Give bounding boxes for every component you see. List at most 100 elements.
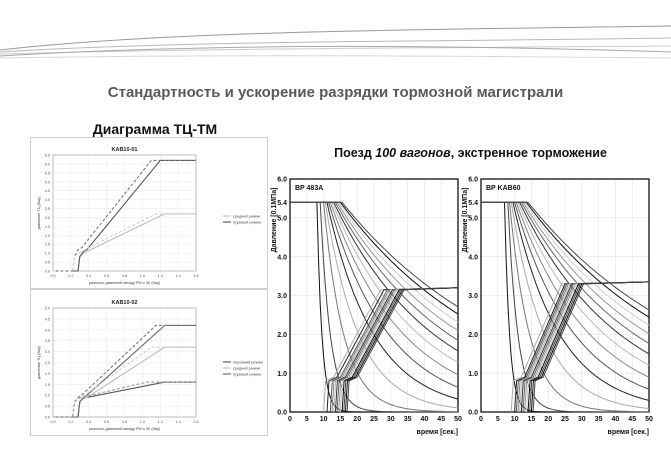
y-tick-label: 3.0 (45, 350, 50, 354)
y-tick-label: 2.5 (45, 361, 50, 365)
series-label-box (293, 182, 331, 193)
x-tick-label: 1.2 (158, 420, 163, 424)
x-tick-label: 50 (454, 416, 462, 423)
legend-label: грузовой режим (233, 372, 261, 376)
chart-kab10-01: KAB10-01 0.0 0.5 1.0 1.5 2.0 2.5 3.0 3.5 4.0 4.5 5.… (37, 147, 261, 285)
pipe-pressure-curve (481, 201, 649, 413)
y-tick-label: 3.0 (45, 216, 50, 220)
panel-kab10-02: KAB10-02 0.0 0.5 1.0 1.5 2.0 2.5 3.0 3.5 4.0 4.5 5.… (30, 289, 268, 436)
pipe-pressure-curve (481, 201, 650, 409)
x-tick-label: 0.0 (50, 420, 55, 424)
chart-bpkab60: 0.0 1.0 2.0 3.0 4.0 5.0 6.0 5.4 0 5 10 15 20 25 30 35 40… (462, 177, 653, 436)
y-axis-label: Давление [0.1МПа] (462, 188, 469, 253)
y-tick-label: 4.0 (277, 254, 287, 261)
x-axis-label: время [сек.] (417, 429, 458, 436)
x-tick-label: 20 (353, 416, 361, 423)
train-title-suffix: , экстренное торможение (450, 146, 607, 160)
y-tick-label: 5.0 (277, 215, 287, 222)
pipe-pressure-curve (481, 201, 650, 344)
y-tick-label: 1.5 (45, 383, 50, 387)
chart-title: KAB10-01 (112, 147, 138, 153)
x-tick-label: 45 (628, 416, 636, 423)
cylinder-pressure-curve (532, 281, 650, 413)
x-tick-label: 1.6 (193, 274, 198, 278)
x-tick-label: 30 (387, 416, 395, 423)
x-tick-label: 0.6 (104, 420, 109, 424)
y-tick-label: 2.0 (277, 332, 287, 339)
chart-title: BP 483A (295, 185, 323, 192)
pipe-pressure-curve (481, 201, 650, 390)
cylinder-pressure-curve (333, 287, 459, 413)
x-tick-label: 35 (404, 416, 412, 423)
x-tick-label: 20 (544, 416, 552, 423)
pipe-pressure-curve (290, 201, 459, 388)
chart-title: BP KAB60 (486, 185, 521, 192)
y-axis-label: давление ТЦ (бар) (37, 196, 41, 230)
series-label-box (484, 182, 522, 193)
x-tick-label: 0 (288, 416, 292, 423)
y-tick-label: 0.0 (45, 270, 50, 274)
y-tick-label: 6.0 (468, 177, 478, 184)
x-tick-label: 0.0 (50, 274, 55, 278)
x-tick-label: 40 (421, 416, 429, 423)
y-tick-label: 5.5 (45, 171, 50, 175)
y-tick-label: 2.5 (45, 225, 50, 229)
x-tick-label: 40 (612, 416, 620, 423)
y-tick-label: 4.5 (45, 317, 50, 321)
y-tick-label: 3.0 (277, 293, 287, 300)
x-tick-label: 10 (511, 416, 519, 423)
legend-label: порожний режим (233, 360, 263, 364)
x-tick-label: 5 (305, 416, 309, 423)
y-tick-label: 1.0 (45, 252, 50, 256)
x-tick-label: 1.4 (175, 274, 180, 278)
x-tick-label: 0.4 (86, 274, 91, 278)
chart-kab10-02: KAB10-02 0.0 0.5 1.0 1.5 2.0 2.5 3.0 3.5 4.0 4.5 5.… (37, 300, 263, 431)
y-tick-label: 5.4 (277, 200, 287, 207)
diagram-title: Диаграмма ТЦ-ТМ (92, 121, 218, 137)
pipe-pressure-curve (481, 201, 650, 355)
pipe-pressure-curve (481, 201, 650, 378)
series-line (53, 159, 196, 272)
y-tick-label: 1.0 (468, 371, 478, 378)
x-tick-label: 35 (595, 416, 603, 423)
x-tick-label: 15 (337, 416, 345, 423)
x-tick-label: 30 (578, 416, 586, 423)
y-tick-label: 2.0 (45, 234, 50, 238)
pipe-pressure-curve (481, 201, 650, 366)
pipe-pressure-curve (290, 201, 459, 409)
x-tick-label: 1.2 (158, 274, 163, 278)
y-tick-label: 0.5 (45, 261, 50, 265)
x-tick-label: 0.8 (122, 420, 127, 424)
x-tick-label: 0.2 (68, 274, 73, 278)
y-tick-label: 1.0 (45, 394, 50, 398)
y-tick-label: 4.0 (468, 254, 478, 261)
legend-label: средний режим (233, 366, 260, 370)
x-tick-label: 0 (479, 416, 483, 423)
header-swoosh-decoration (0, 25, 671, 59)
train-title-wagons: 100 вагонов (375, 146, 451, 160)
pipe-pressure-curve (481, 201, 650, 326)
pipe-pressure-curve (290, 201, 459, 308)
legend-label: средний режим (233, 214, 260, 218)
x-tick-label: 45 (437, 416, 445, 423)
x-tick-label: 1.4 (175, 420, 180, 424)
y-tick-label: 5.4 (468, 200, 478, 207)
series-line (53, 381, 196, 418)
series-line (53, 213, 196, 272)
y-tick-label: 5.0 (468, 215, 478, 222)
pipe-pressure-curve (481, 201, 650, 401)
y-tick-label: 0.0 (277, 410, 287, 417)
cylinder-pressure-curve (346, 287, 459, 413)
y-tick-label: 1.0 (277, 371, 287, 378)
y-tick-label: 0.0 (45, 416, 50, 420)
y-tick-label: 3.5 (45, 339, 50, 343)
cylinder-pressure-curve (515, 281, 650, 413)
x-tick-label: 0.8 (122, 274, 127, 278)
y-tick-label: 1.5 (45, 243, 50, 247)
x-tick-label: 25 (561, 416, 569, 423)
pipe-pressure-curve (290, 201, 459, 341)
x-axis-label: разность давлений между РМ и ЗК (бар) (89, 427, 161, 431)
y-tick-label: 5.0 (45, 180, 50, 184)
x-tick-label: 10 (320, 416, 328, 423)
pipe-pressure-curve (290, 201, 459, 376)
